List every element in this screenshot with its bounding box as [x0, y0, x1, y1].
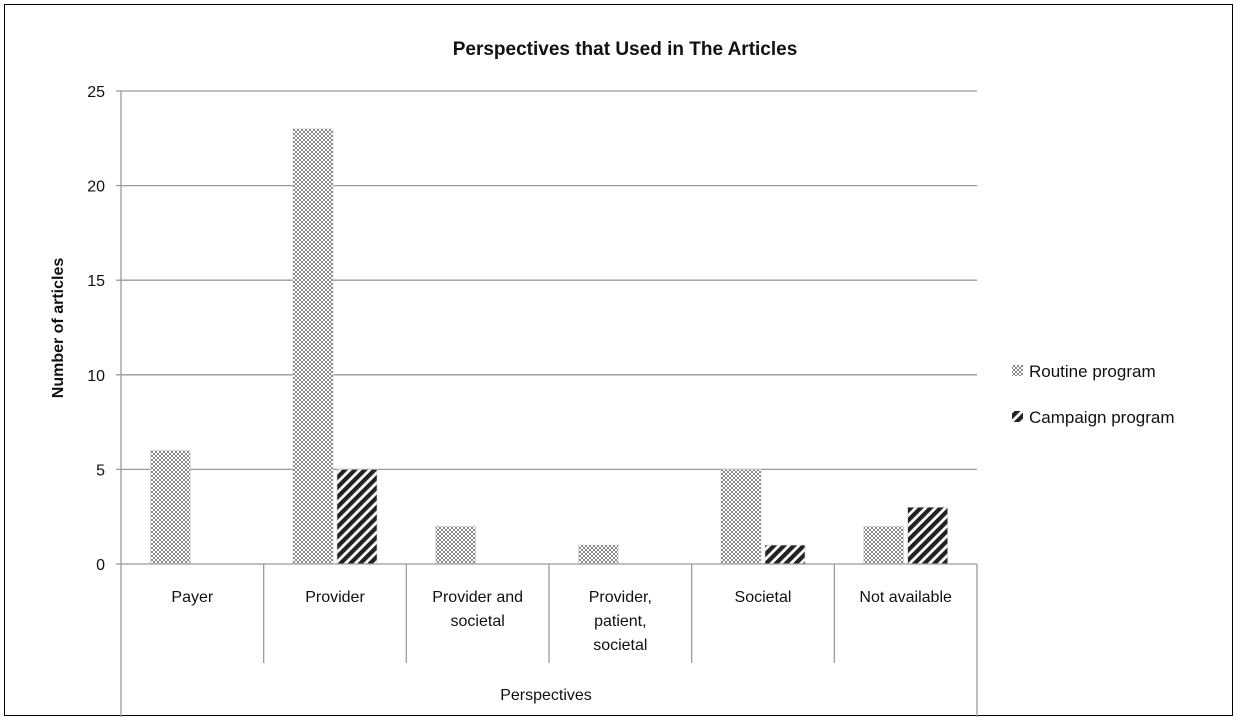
x-tick-label: Societal [735, 589, 792, 606]
bar-dots [578, 544, 619, 565]
bars [150, 128, 948, 565]
y-tick-label: 10 [87, 368, 105, 385]
chart-title: Perspectives that Used in The Articles [453, 39, 798, 60]
bar-chart: Perspectives that Used in The Articles 0… [50, 39, 1175, 717]
x-tick-label: societal [451, 613, 505, 630]
bar-dots [150, 450, 191, 565]
y-axis-title: Number of articles [50, 258, 67, 399]
x-tick-label: societal [593, 637, 647, 654]
x-axis-title: Perspectives [500, 687, 592, 704]
y-axis-ticks: 0 5 10 15 20 25 [87, 84, 121, 574]
y-tick-label: 25 [87, 84, 105, 101]
y-tick-label: 15 [87, 273, 105, 290]
x-tick-label: Payer [171, 589, 213, 606]
y-tick-label: 0 [96, 557, 105, 574]
y-tick-label: 20 [87, 179, 105, 196]
legend-swatch [1012, 411, 1023, 422]
bar-diagonal-stripes [907, 506, 948, 565]
legend: Routine program Campaign program [1012, 362, 1175, 427]
bar-dots [720, 469, 762, 565]
bar-dots [292, 128, 334, 565]
x-tick-label: Provider [305, 589, 365, 606]
x-tick-label: patient, [594, 613, 646, 630]
x-tick-label: Not available [859, 589, 952, 606]
legend-label: Routine program [1029, 362, 1156, 381]
grid-lines [121, 90, 977, 471]
bar-diagonal-stripes [764, 544, 806, 565]
x-tick-label: Provider, [589, 589, 652, 606]
legend-label: Campaign program [1029, 408, 1175, 427]
chart-frame: Perspectives that Used in The Articles 0… [4, 4, 1233, 717]
y-tick-label: 5 [96, 462, 105, 479]
bar-dots [435, 525, 476, 565]
x-axis: Payer Provider Provider and societal Provide… [120, 91, 978, 717]
x-tick-label: Provider and [432, 589, 523, 606]
legend-swatch [1012, 365, 1023, 376]
bar-dots [863, 525, 904, 565]
bar-diagonal-stripes [336, 469, 378, 565]
